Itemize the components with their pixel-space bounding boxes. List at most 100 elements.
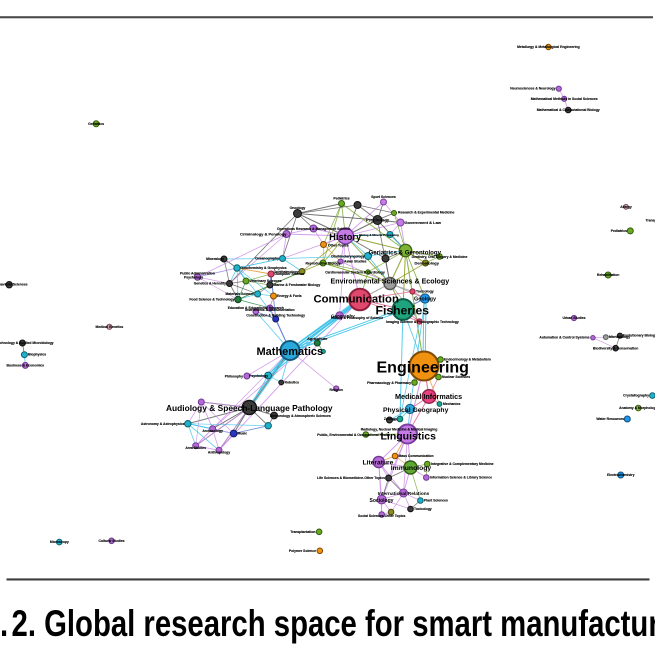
svg-text:Operations Research & Manageme: Operations Research & Management Science [277, 227, 350, 231]
svg-text:Immunology: Immunology [391, 465, 432, 472]
svg-text:Religion: Religion [330, 388, 343, 392]
svg-text:Meteorology & Atmospheric Scie: Meteorology & Atmospheric Sciences [270, 414, 331, 418]
svg-text:Energy & Fuels: Energy & Fuels [277, 294, 302, 298]
svg-text:Mathematics: Mathematics [257, 346, 324, 358]
svg-text:Mathematical & Computational B: Mathematical & Computational Biology [537, 108, 600, 112]
svg-text:Urban Studies: Urban Studies [563, 316, 586, 320]
svg-text:Social Sciences-Other Topics: Social Sciences-Other Topics [358, 514, 406, 518]
svg-text:Allergy: Allergy [620, 205, 632, 209]
svg-text:Geography: Geography [331, 314, 355, 319]
svg-text:Government & Law: Government & Law [405, 220, 442, 225]
svg-text:Marine & Freshwater Biology: Marine & Freshwater Biology [274, 283, 321, 287]
svg-text:Instruments & Instrumentation: Instruments & Instrumentation [245, 308, 294, 312]
svg-text:Neurosciences & Neurology: Neurosciences & Neurology [510, 87, 555, 91]
svg-text:Toxicology: Toxicology [416, 290, 434, 294]
svg-text:Microbiology: Microbiology [609, 335, 630, 339]
svg-text:Reproductive Biology: Reproductive Biology [305, 262, 340, 266]
svg-text:Other Topics: Other Topics [328, 243, 349, 247]
svg-text:Microscopy: Microscopy [50, 540, 69, 544]
svg-text:Mineralogy: Mineralogy [206, 257, 224, 261]
svg-text:Anatomy & Morphology: Anatomy & Morphology [619, 406, 655, 410]
svg-text:Evolutionary Biology: Evolutionary Biology [623, 334, 655, 338]
svg-text:Food Science & Technology: Food Science & Technology [189, 298, 234, 302]
svg-text:Genetics & Heredity: Genetics & Heredity [194, 282, 226, 286]
svg-text:Asian Studies: Asian Studies [344, 260, 367, 264]
svg-text:Mechanics: Mechanics [443, 402, 460, 406]
svg-text:Transplantation: Transplantation [290, 530, 315, 534]
svg-text:Metallurgy & Metallurgical Eng: Metallurgy & Metallurgical Engineering [517, 45, 580, 49]
svg-text:Ophthalmology: Ophthalmology [274, 270, 299, 274]
svg-text:Psychology: Psychology [366, 218, 390, 223]
svg-text:Cardiovascular System & Cardio: Cardiovascular System & Cardiology [325, 271, 385, 275]
svg-text:Geriatrics: Geriatrics [88, 122, 104, 126]
svg-text:Sociology: Sociology [370, 498, 394, 504]
svg-text:Medical Genetics: Medical Genetics [96, 325, 124, 329]
svg-text:Biophysics: Biophysics [28, 353, 46, 357]
svg-text:Integrative & Complementary Me: Integrative & Complementary Medicine [431, 462, 494, 466]
svg-text:History: History [329, 232, 362, 242]
svg-text:Philosophy: Philosophy [225, 375, 243, 379]
svg-text:Environmental Sciences & Ecolo: Environmental Sciences & Ecology [331, 278, 450, 286]
svg-text:History & Philosophy of Scienc: History & Philosophy of Science [331, 316, 383, 320]
svg-text:Agriculture: Agriculture [307, 337, 327, 341]
svg-text:Biodiversity & Conservation: Biodiversity & Conservation [593, 346, 638, 350]
svg-text:Cultural Studies: Cultural Studies [99, 539, 125, 543]
svg-text:Business & Economics: Business & Economics [7, 363, 45, 367]
svg-text:Dermatology: Dermatology [415, 261, 440, 266]
svg-text:Robotics: Robotics [285, 381, 300, 385]
svg-text:Radiology, Nuclear Medicine &: Radiology, Nuclear Medicine & Medical Im… [361, 428, 438, 432]
svg-text:Oceanography: Oceanography [255, 257, 279, 261]
svg-text:Imaging Science & Photographic: Imaging Science & Photographic Technolog… [386, 320, 459, 324]
svg-text:Pharmacology & Pharmacy: Pharmacology & Pharmacy [367, 381, 411, 385]
svg-text:Mining & Mineral Processing: Mining & Mineral Processing [359, 233, 399, 237]
svg-text:Transpl: Transpl [646, 219, 655, 223]
svg-text:Information Science & Library: Information Science & Library Science [430, 476, 492, 480]
svg-text:Life Sciences & Biomedicine-Ot: Life Sciences & Biomedicine-Other Topics [317, 476, 385, 480]
svg-text:Pediatrics: Pediatrics [611, 229, 627, 233]
svg-text:Materials Science: Materials Science [226, 292, 255, 296]
svg-text:International Relations: International Relations [378, 491, 430, 497]
svg-text:Music: Music [238, 432, 248, 436]
svg-text:Geriatrics & Gerontology: Geriatrics & Gerontology [369, 250, 442, 257]
svg-text:Mathematical Methods in Social: Mathematical Methods in Social Sciences [531, 97, 598, 101]
svg-text:Pediatrics: Pediatrics [333, 197, 349, 201]
svg-text:Archaeology: Archaeology [202, 429, 223, 433]
svg-text:Toxicology: Toxicology [414, 507, 432, 511]
svg-text:Research & Experimental Medici: Research & Experimental Medicine [398, 211, 454, 215]
svg-text:Electrochemistry: Electrochemistry [607, 473, 635, 477]
svg-text:Mass Communication: Mass Communication [399, 454, 434, 458]
svg-text:Veterinary Sciences: Veterinary Sciences [250, 279, 282, 283]
svg-text:Public, Environmental & Occupa: Public, Environmental & Occupational Hea… [317, 433, 390, 437]
svg-text:Anthropology: Anthropology [208, 450, 230, 454]
svg-text:Fisheries: Fisheries [376, 304, 430, 318]
svg-text:Oncology: Oncology [290, 206, 306, 210]
svg-text:Otorhinolaryngology: Otorhinolaryngology [331, 255, 365, 259]
svg-text:Public Administration: Public Administration [180, 272, 215, 276]
svg-text:Construction & Building Techno: Construction & Building Technology [246, 314, 305, 318]
svg-text:Dentistry, Oral Surgery & Medi: Dentistry, Oral Surgery & Medicine [412, 255, 468, 259]
svg-text:Astronomy & Astrophysics: Astronomy & Astrophysics [141, 422, 185, 426]
svg-text:Physical Geography: Physical Geography [383, 407, 449, 414]
svg-text:Medical Informatics: Medical Informatics [395, 392, 462, 401]
svg-text:Sport Sciences: Sport Sciences [371, 195, 396, 199]
svg-text:Computer Science: Computer Science [275, 272, 305, 276]
svg-text:Nuclear Sciences: Nuclear Sciences [442, 375, 470, 379]
svg-text:Rehabilitation: Rehabilitation [597, 273, 619, 277]
svg-text:Water Resources: Water Resources [596, 417, 624, 421]
svg-text:Endocrinology & Metabolism: Endocrinology & Metabolism [444, 358, 491, 362]
svg-text:Plant Sciences: Plant Sciences [424, 499, 448, 503]
svg-text:Behavioral Sciences: Behavioral Sciences [0, 283, 28, 287]
svg-text:Criminology & Penology: Criminology & Penology [240, 232, 287, 237]
svg-text:Automation & Control Systems: Automation & Control Systems [539, 336, 589, 340]
svg-text:Communication: Communication [314, 294, 399, 306]
svg-text:Area Studies: Area Studies [185, 446, 206, 450]
svg-text:Polymer Science: Polymer Science [289, 549, 316, 553]
svg-text:Psychology: Psychology [184, 276, 203, 280]
svg-text:Biotechnology & Applied Microb: Biotechnology & Applied Microbiology [0, 341, 54, 345]
svg-text:Psychology: Psychology [249, 374, 268, 378]
svg-text:Zoology: Zoology [384, 417, 397, 421]
svg-text:Geochemistry & Geophysics: Geochemistry & Geophysics [241, 266, 287, 270]
svg-text:Linguistics: Linguistics [381, 431, 437, 443]
svg-text:Engineering: Engineering [377, 360, 469, 377]
svg-text:Literature: Literature [363, 460, 394, 467]
